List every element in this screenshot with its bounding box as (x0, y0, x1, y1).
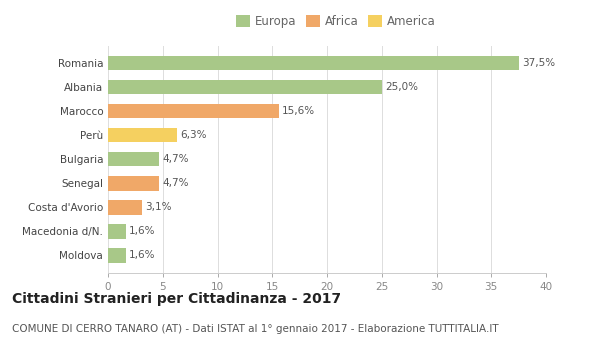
Text: COMUNE DI CERRO TANARO (AT) - Dati ISTAT al 1° gennaio 2017 - Elaborazione TUTTI: COMUNE DI CERRO TANARO (AT) - Dati ISTAT… (12, 324, 499, 334)
Text: 25,0%: 25,0% (385, 82, 418, 92)
Text: 4,7%: 4,7% (163, 154, 189, 164)
Bar (108, 248, 125, 262)
Bar (108, 176, 160, 190)
Bar (108, 152, 160, 167)
Bar (108, 80, 382, 94)
Text: 37,5%: 37,5% (522, 58, 555, 68)
Text: 4,7%: 4,7% (163, 178, 189, 188)
Bar (108, 200, 142, 215)
Text: 1,6%: 1,6% (129, 226, 155, 236)
Bar (108, 128, 177, 142)
Text: 15,6%: 15,6% (282, 106, 315, 116)
Bar (108, 56, 518, 70)
Text: 1,6%: 1,6% (129, 251, 155, 260)
Text: 6,3%: 6,3% (180, 130, 207, 140)
Bar (108, 224, 125, 239)
Text: 3,1%: 3,1% (145, 202, 172, 212)
Text: Cittadini Stranieri per Cittadinanza - 2017: Cittadini Stranieri per Cittadinanza - 2… (12, 292, 341, 306)
Bar (108, 104, 279, 118)
Legend: Europa, Africa, America: Europa, Africa, America (234, 13, 438, 31)
